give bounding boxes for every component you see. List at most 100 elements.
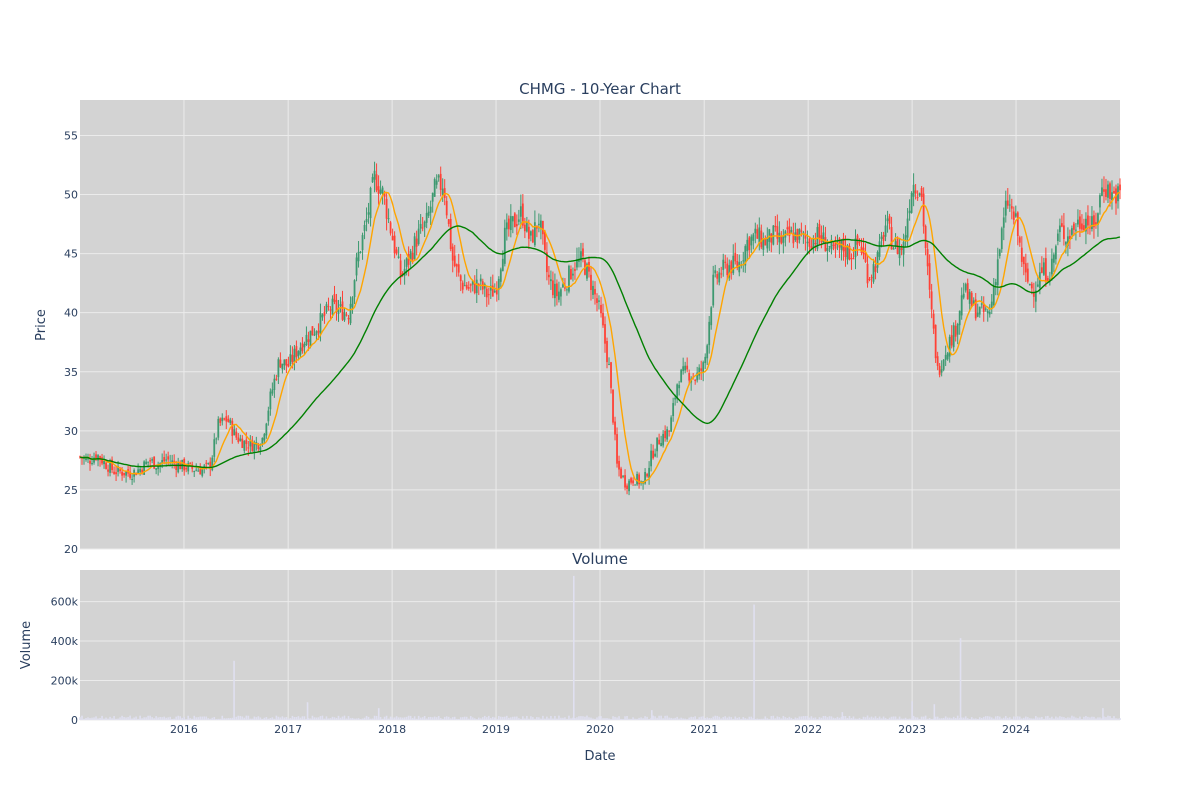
candle-body — [153, 456, 156, 469]
candle-body — [704, 356, 707, 364]
candle-body — [499, 269, 502, 282]
candle-body — [337, 308, 340, 314]
candle-body — [393, 235, 396, 254]
candle-body — [560, 289, 562, 297]
candle-body — [447, 219, 450, 224]
candle-body — [177, 462, 180, 473]
candle-body — [413, 236, 416, 259]
candle-body — [924, 226, 927, 249]
candle-body — [537, 223, 540, 226]
candle-body — [948, 336, 951, 357]
candle-body — [241, 438, 244, 449]
candle-body — [918, 193, 921, 196]
volume-title: Volume — [572, 550, 628, 568]
candle-body — [221, 417, 224, 422]
candle-body — [479, 278, 482, 282]
candle-body — [590, 274, 592, 291]
candle-body — [854, 238, 857, 258]
candle-body — [533, 222, 536, 246]
candle-body — [115, 472, 117, 475]
candle-body — [93, 457, 95, 463]
candle-body — [509, 216, 512, 231]
candle-body — [602, 312, 604, 326]
candle-body — [147, 461, 150, 463]
candle-body — [762, 237, 765, 250]
candle-body — [716, 274, 719, 279]
candle-body — [926, 249, 929, 267]
candle-body — [91, 462, 93, 465]
candle-body — [840, 240, 843, 250]
candle-body — [1014, 213, 1017, 217]
candle-body — [794, 232, 797, 241]
candle-body — [822, 232, 825, 243]
candle-body — [730, 261, 733, 273]
moving-averages — [79, 191, 1121, 484]
candle-body — [604, 324, 606, 344]
candle-body — [1026, 268, 1029, 282]
candle-body — [990, 301, 993, 309]
candle-body — [517, 219, 520, 222]
candle-body — [371, 177, 374, 183]
candle-body — [113, 471, 115, 474]
candle-body — [914, 190, 917, 194]
candle-body — [1064, 241, 1067, 245]
candle-body — [812, 238, 815, 248]
candle-body — [764, 238, 767, 246]
candle-body — [696, 372, 699, 381]
candle-body — [1113, 190, 1115, 194]
date-x-tick-label: 2017 — [274, 723, 302, 736]
candle-body — [411, 252, 414, 260]
candle-body — [157, 465, 160, 470]
candle-body — [1036, 284, 1039, 287]
candle-body — [329, 309, 332, 311]
candle-body — [878, 241, 881, 257]
candle-body — [820, 235, 823, 243]
candle-body — [101, 457, 103, 464]
candle-body — [275, 378, 278, 380]
candle-body — [1081, 223, 1083, 230]
candle-body — [994, 282, 997, 286]
candle-body — [698, 367, 701, 376]
candle-body — [295, 346, 298, 358]
candle-body — [471, 280, 474, 285]
candle-body — [305, 334, 308, 346]
candle-body — [626, 485, 628, 489]
candle-body — [644, 472, 646, 484]
candle-body — [231, 420, 234, 436]
candle-body — [846, 245, 849, 260]
candle-body — [550, 279, 552, 282]
candle-body — [277, 359, 280, 378]
candle-body — [844, 246, 847, 258]
candle-body — [1103, 189, 1105, 192]
candle-body — [317, 330, 320, 333]
date-axis-label: Date — [584, 749, 615, 764]
candle-body — [966, 283, 969, 300]
volume-gridlines — [80, 570, 1120, 721]
candle-body — [972, 300, 975, 305]
candle-body — [908, 210, 911, 214]
date-x-tick-label: 2019 — [482, 723, 510, 736]
candle-body — [207, 463, 210, 465]
candle-body — [810, 246, 813, 250]
candle-body — [199, 469, 202, 475]
price-y-tick-label: 40 — [64, 307, 78, 320]
candle-body — [1097, 213, 1099, 225]
candle-body — [215, 438, 218, 440]
candle-body — [666, 429, 669, 440]
candle-body — [946, 353, 949, 360]
price-axis-label: Price — [34, 309, 49, 341]
candle-body — [578, 258, 580, 262]
candle-body — [564, 287, 566, 289]
candle-body — [618, 460, 620, 470]
candle-body — [760, 230, 763, 248]
candle-body — [748, 237, 751, 251]
volume-bars — [79, 575, 1121, 720]
candle-body — [566, 289, 568, 291]
candle-body — [882, 234, 885, 241]
candle-body — [349, 303, 352, 324]
candle-body — [525, 221, 528, 232]
candle-body — [467, 287, 470, 289]
candle-body — [267, 410, 270, 422]
candle-body — [459, 275, 462, 282]
candle-body — [884, 225, 887, 237]
